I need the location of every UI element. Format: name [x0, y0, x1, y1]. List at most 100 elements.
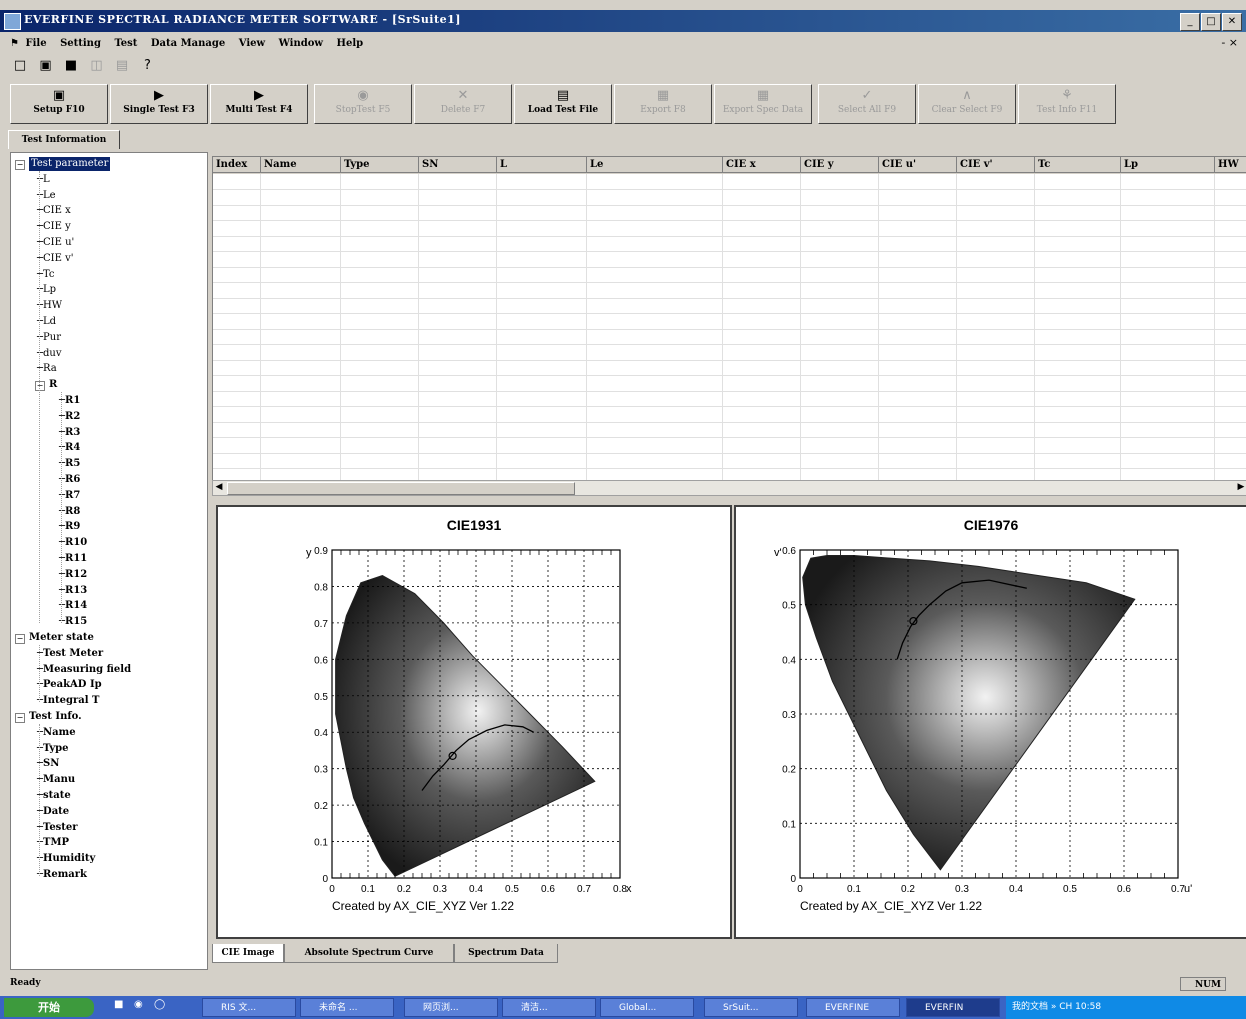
new-icon[interactable]: □ — [13, 58, 27, 73]
tree-item[interactable]: ─R8 — [59, 505, 81, 517]
tree-item[interactable]: ─R10 — [59, 537, 88, 549]
table-row[interactable] — [213, 190, 1246, 206]
column-header[interactable]: CIE y — [801, 157, 879, 173]
column-header[interactable]: SN — [419, 157, 497, 173]
menu-window[interactable]: Window — [278, 38, 324, 49]
menu-test[interactable]: Test — [114, 38, 138, 49]
tree-item[interactable]: ─R9 — [59, 521, 81, 533]
taskbar-item[interactable]: 网页浏... — [404, 998, 498, 1017]
menu-setting[interactable]: Setting — [60, 38, 101, 49]
quicklaunch-browser-icon[interactable]: ◉ — [134, 999, 143, 1010]
tree-item[interactable]: ─Measuring field — [37, 663, 132, 675]
tab-cie-image[interactable]: CIE Image — [212, 944, 284, 963]
select-all-button[interactable]: ✓ Select All F9 — [818, 84, 916, 124]
open-icon[interactable]: ▣ — [39, 58, 52, 73]
tree-item[interactable]: ─R15 — [59, 616, 88, 628]
table-row[interactable] — [213, 407, 1246, 423]
table-row[interactable] — [213, 329, 1246, 345]
column-header[interactable]: Le — [587, 157, 723, 173]
tree-item[interactable]: ─R3 — [59, 426, 81, 438]
menu-file[interactable]: File — [25, 38, 47, 49]
clear-select-button[interactable]: ∧ Clear Select F9 — [918, 84, 1016, 124]
column-header[interactable]: Tc — [1035, 157, 1121, 173]
tab-absolute-spectrum-curve[interactable]: Absolute Spectrum Curve — [284, 944, 454, 963]
close-button[interactable]: ✕ — [1222, 13, 1242, 31]
single-test-button[interactable]: ▶ Single Test F3 — [110, 84, 208, 124]
column-header[interactable]: HW — [1215, 157, 1246, 173]
tree-item[interactable]: ─R7 — [59, 489, 81, 501]
table-row[interactable] — [213, 360, 1246, 376]
tree-item[interactable]: ─CIE y — [37, 221, 71, 233]
quicklaunch-media-icon[interactable]: ◯ — [154, 999, 166, 1010]
print-preview-icon[interactable]: ◫ — [90, 58, 103, 73]
table-row[interactable] — [213, 298, 1246, 314]
scroll-left-icon[interactable]: ◀ — [215, 482, 223, 492]
multi-test-button[interactable]: ▶ Multi Test F4 — [210, 84, 308, 124]
table-row[interactable] — [213, 453, 1246, 469]
table-row[interactable] — [213, 422, 1246, 438]
taskbar-item[interactable]: 未命名 ... — [300, 998, 394, 1017]
tree-item[interactable]: ─R6 — [59, 474, 81, 485]
print-icon[interactable]: ▤ — [115, 58, 129, 73]
tree-item[interactable]: ─state — [37, 790, 71, 801]
tree-node-test-parameter[interactable]: Test parameter — [29, 157, 111, 171]
tree-item[interactable]: ─TMP — [37, 837, 70, 849]
tree-item[interactable]: ─R14 — [59, 600, 88, 612]
tree-item[interactable]: ─PeakAD Ip — [37, 679, 102, 691]
setup-button[interactable]: ▣ Setup F10 — [10, 84, 108, 124]
export-button[interactable]: ▦ Export F8 — [614, 84, 712, 124]
export-spec-data-button[interactable]: ▦ Export Spec Data — [714, 84, 812, 124]
tree-item[interactable]: ─Ld — [37, 316, 57, 327]
quicklaunch-desktop-icon[interactable]: ■ — [114, 999, 124, 1010]
load-test-file-button[interactable]: ▤ Load Test File — [514, 84, 612, 124]
tree-item[interactable]: ─L — [37, 173, 50, 185]
tree-item[interactable]: ─Tc — [37, 268, 55, 280]
table-row[interactable] — [213, 391, 1246, 407]
tree-collapse-icon[interactable]: − — [15, 634, 25, 644]
tree-node-test-info[interactable]: Test Info. — [29, 711, 82, 722]
tree-item[interactable]: ─Name — [37, 726, 76, 738]
column-header[interactable]: Index — [213, 157, 261, 173]
tree-item[interactable]: ─Manu — [37, 774, 76, 786]
table-row[interactable] — [213, 267, 1246, 283]
tree-item[interactable]: ─Lp — [37, 284, 57, 296]
tree-item[interactable]: ─Pur — [37, 331, 61, 343]
column-header[interactable]: CIE v' — [957, 157, 1035, 173]
menu-view[interactable]: View — [238, 38, 266, 49]
tree-item[interactable]: ─CIE v' — [37, 252, 74, 264]
table-row[interactable] — [213, 314, 1246, 330]
delete-button[interactable]: ✕ Delete F7 — [414, 84, 512, 124]
column-header[interactable]: Lp — [1121, 157, 1215, 173]
tree-item[interactable]: ─Remark — [37, 869, 87, 880]
scroll-thumb[interactable] — [227, 482, 575, 495]
tree-item[interactable]: ─R4 — [59, 442, 81, 454]
taskbar-item[interactable]: SrSuit... — [704, 998, 798, 1017]
tree-node-meter-state[interactable]: Meter state — [29, 632, 94, 643]
menu-help[interactable]: Help — [336, 38, 364, 49]
table-row[interactable] — [213, 376, 1246, 392]
horizontal-scrollbar[interactable]: ◀ ▶ — [212, 480, 1246, 496]
column-header[interactable]: CIE x — [723, 157, 801, 173]
table-row[interactable] — [213, 174, 1246, 190]
tree-item[interactable]: ─Date — [37, 805, 70, 817]
column-header[interactable]: Name — [261, 157, 341, 173]
tree-item[interactable]: ─Tester — [37, 821, 78, 833]
taskbar-item[interactable]: Global... — [600, 998, 694, 1017]
tree-collapse-icon[interactable]: − — [15, 160, 25, 170]
table-row[interactable] — [213, 236, 1246, 252]
table-row[interactable] — [213, 221, 1246, 237]
tree-item[interactable]: ─Humidity — [37, 853, 96, 865]
start-button[interactable]: 开始 — [4, 998, 94, 1017]
tree-item[interactable]: ─Test Meter — [37, 647, 104, 659]
tree-item[interactable]: ─HW — [37, 300, 63, 312]
tree-item[interactable]: ─R12 — [59, 568, 88, 580]
tree-item[interactable]: ─R2 — [59, 410, 81, 422]
tree-item[interactable]: ─Integral T — [37, 695, 100, 707]
maximize-button[interactable]: □ — [1201, 13, 1221, 31]
table-row[interactable] — [213, 438, 1246, 454]
tree-item[interactable]: ─Le — [37, 189, 56, 201]
menu-data-manage[interactable]: Data Manage — [150, 38, 226, 49]
tree-item[interactable]: ─SN — [37, 758, 60, 770]
mdi-controls[interactable]: - × — [1221, 36, 1238, 49]
tree-item[interactable]: ─Type — [37, 742, 69, 754]
